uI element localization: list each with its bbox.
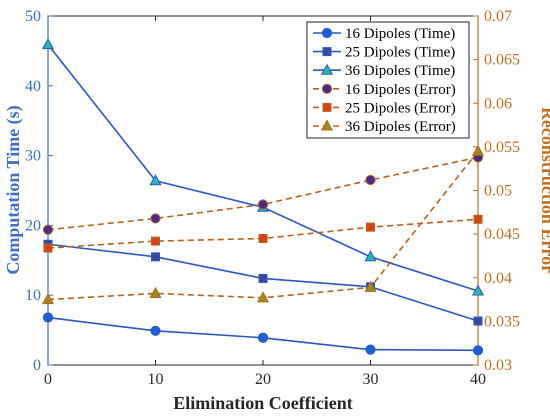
legend-entry: 36 Dipoles (Time) — [345, 63, 455, 79]
data-point — [41, 293, 55, 305]
left-tick-label: 0 — [33, 357, 41, 374]
right-tick-label: 0.05 — [484, 183, 512, 200]
data-point — [473, 214, 483, 224]
right-tick-label: 0.06 — [484, 95, 512, 112]
data-point — [364, 250, 377, 262]
left-tick-label: 40 — [25, 78, 41, 95]
legend-box — [306, 21, 470, 139]
right-tick-label: 0.045 — [484, 226, 520, 243]
x-tick-label: 0 — [44, 371, 52, 388]
data-point — [43, 243, 53, 253]
data-point — [473, 316, 483, 326]
data-point — [42, 312, 54, 323]
data-point — [258, 273, 268, 283]
data-point — [151, 236, 160, 246]
x-axis-title: Elimination Coefficient — [173, 393, 352, 413]
data-point — [256, 291, 270, 303]
data-point — [365, 344, 376, 355]
legend-swatch-marker — [322, 102, 332, 112]
legend: 16 Dipoles (Time) 25 Dipoles (Time) 36 Dip… — [306, 21, 470, 139]
legend-swatch-marker — [321, 83, 333, 94]
right-tick-label: 0.07 — [484, 8, 512, 25]
legend-entry: 16 Dipoles (Time) — [345, 26, 455, 42]
ticks-layer: 0 10 20 30 40 0 10 20 30 40 50 0.03 0.035 0.04 0.045 0.… — [25, 8, 520, 388]
legend-swatch-marker — [322, 47, 332, 57]
left-tick-label: 20 — [25, 217, 41, 234]
data-point — [42, 224, 54, 235]
legend-swatch-marker — [320, 63, 334, 75]
x-tick-label: 20 — [255, 371, 271, 388]
left-tick-label: 30 — [25, 148, 41, 165]
data-point — [366, 222, 375, 232]
series-layer — [41, 38, 485, 356]
left-tick-label: 50 — [25, 8, 41, 25]
legend-entry: 16 Dipoles (Error) — [345, 82, 456, 98]
data-point — [41, 38, 55, 50]
right-tick-label: 0.065 — [484, 52, 520, 69]
data-point — [472, 345, 484, 356]
legend-entry: 25 Dipoles (Time) — [345, 45, 455, 61]
data-point — [149, 286, 162, 298]
right-tick-label: 0.055 — [484, 139, 520, 156]
data-point — [258, 233, 268, 243]
legend-swatch-marker — [320, 119, 334, 131]
data-point — [471, 144, 485, 156]
data-point — [150, 325, 161, 336]
series-line — [47, 156, 479, 231]
x-tick-label: 40 — [470, 371, 486, 388]
right-tick-label: 0.03 — [484, 357, 512, 374]
data-point — [257, 332, 269, 343]
right-tick-label: 0.04 — [484, 270, 512, 287]
data-point — [364, 280, 377, 292]
legend-entry: 36 Dipoles (Error) — [345, 119, 456, 135]
data-point — [149, 174, 162, 186]
legend-swatch-marker — [321, 27, 333, 39]
data-point — [257, 199, 269, 210]
left-axis-title: Computation Time (s) — [3, 105, 24, 274]
right-axis-title: Reconstruction Error — [538, 107, 550, 273]
x-tick-label: 10 — [148, 371, 164, 388]
data-point — [365, 174, 376, 186]
data-point — [471, 284, 485, 296]
data-point — [151, 252, 160, 262]
right-tick-label: 0.035 — [484, 313, 520, 330]
data-point — [150, 213, 161, 224]
legend-entry: 25 Dipoles (Error) — [345, 100, 456, 116]
x-tick-label: 30 — [363, 371, 379, 388]
left-tick-label: 10 — [25, 287, 41, 304]
